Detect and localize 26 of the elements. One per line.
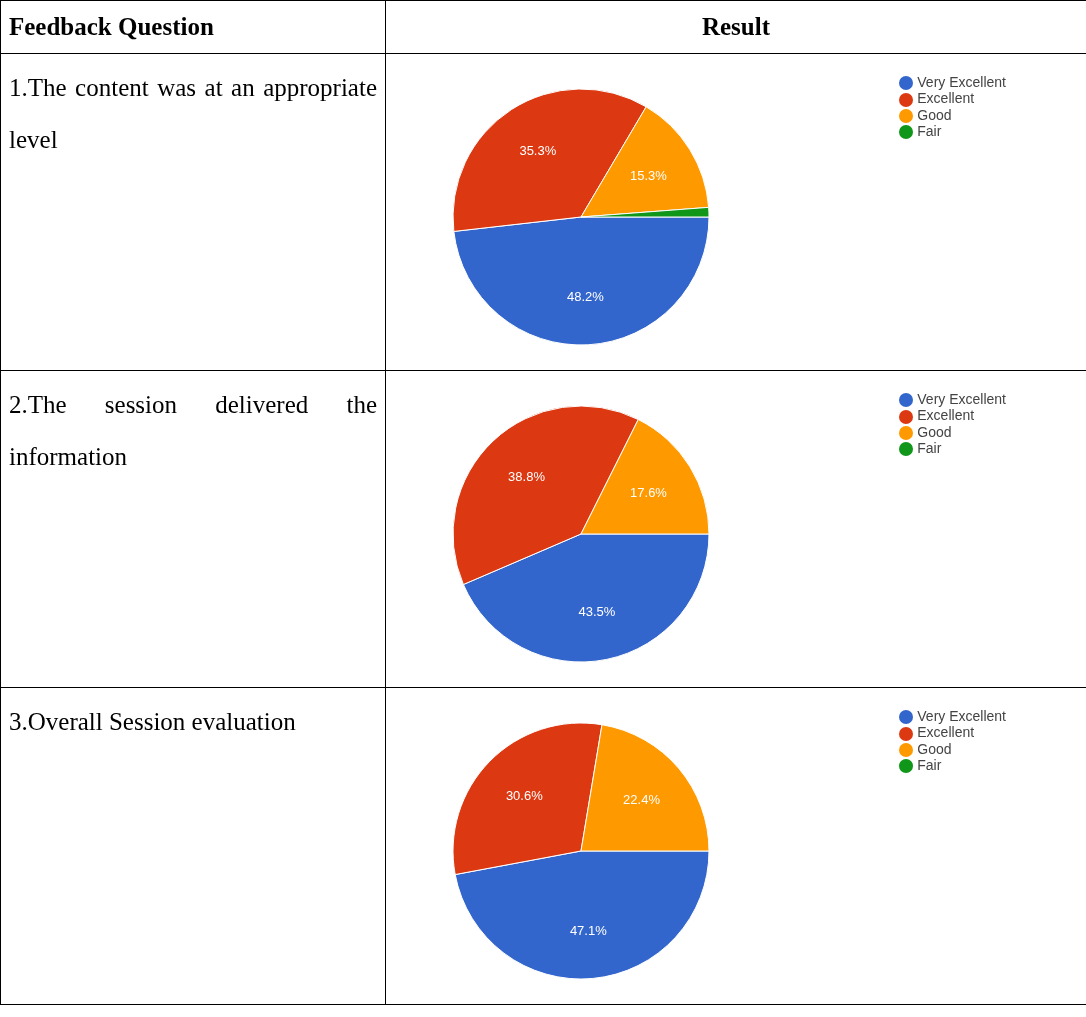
text: 2.The session delivered the information	[1, 371, 386, 687]
text: 3.Overall Session evaluation	[1, 688, 386, 1004]
data-label: 35.3%	[519, 142, 557, 158]
data-label: 47.1%	[569, 922, 608, 938]
legend-label: Excellent	[917, 90, 975, 107]
legend-label: Fair	[917, 756, 942, 773]
legend-label: Excellent	[917, 724, 975, 741]
legend-label: Fair	[917, 439, 942, 456]
legend-label: Very Excellent	[917, 708, 1006, 724]
data-label: 15.3%	[629, 167, 668, 183]
text: 1.The content was at an appropriate level	[1, 54, 386, 370]
data-label: 48.2%	[567, 288, 605, 304]
legend-label: Good	[917, 106, 952, 123]
legend-label: Very Excellent	[917, 74, 1006, 90]
data-label: 22.4%	[623, 792, 661, 808]
legend-label: Fair	[917, 122, 942, 139]
legend-label: Very Excellent	[917, 391, 1006, 407]
text: Feedback Question	[1, 1, 386, 54]
data-label: 38.8%	[508, 468, 546, 484]
data-label: 43.5%	[578, 604, 616, 620]
legend-label: Excellent	[917, 407, 975, 424]
text: Result	[386, 1, 1086, 54]
data-label: 17.6%	[630, 484, 668, 500]
data-label: 30.6%	[505, 787, 544, 803]
legend-label: Good	[917, 740, 952, 757]
legend-label: Good	[917, 423, 952, 440]
